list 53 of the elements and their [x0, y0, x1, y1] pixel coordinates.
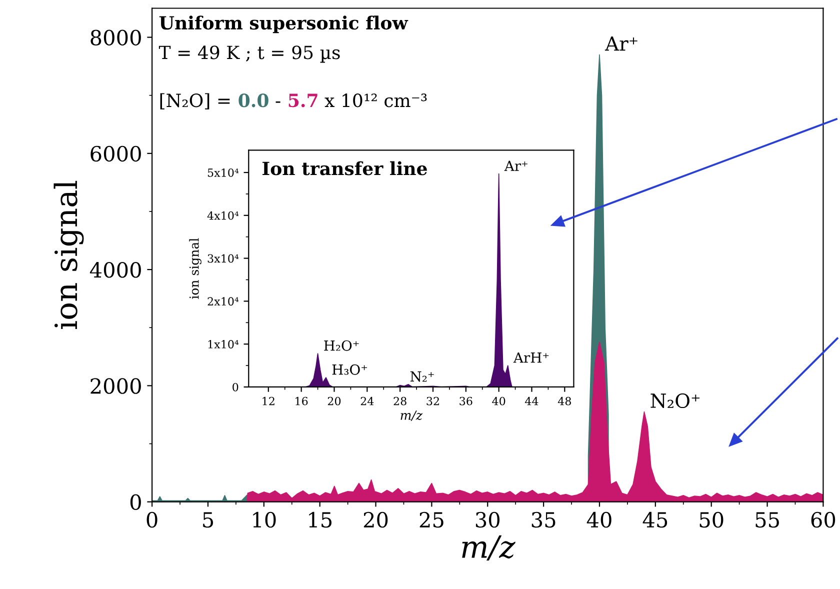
- x-tick-label: 24: [360, 396, 374, 406]
- y-tick-label: 8000: [90, 30, 141, 46]
- x-tick-label: 50: [700, 512, 724, 528]
- x-tick-label: 10: [253, 512, 276, 528]
- x-tick-label: 16: [296, 396, 308, 406]
- x-tick-label: 40: [492, 396, 506, 406]
- x-tick-label: 35: [532, 512, 556, 528]
- annotation: Ar⁺: [504, 160, 528, 171]
- x-tick-label: 60: [811, 512, 836, 528]
- x-tick-label: 20: [328, 396, 341, 406]
- text: 0.0: [238, 94, 268, 108]
- text: T = 49 K ; t = 95 µs: [158, 46, 340, 63]
- y-tick-label: 6000: [90, 146, 141, 162]
- annotation: N₂O⁺: [650, 393, 700, 408]
- x-tick-label: 25: [420, 512, 444, 528]
- chart-title: Uniform supersonic flow: [159, 16, 408, 34]
- x-tick-label: 5: [203, 512, 213, 528]
- y-tick-label: 1x10⁴: [208, 340, 239, 348]
- annotation: x 10¹² cm⁻³: [324, 94, 427, 108]
- x-axis-title: m/z: [400, 410, 423, 421]
- text: Ion transfer line: [262, 161, 427, 176]
- x-tick-label: 12: [262, 396, 274, 406]
- x-tick-label: 40: [586, 512, 612, 528]
- x-tick-label: 30: [476, 512, 500, 528]
- text: 5.7: [288, 94, 318, 108]
- annotation: -: [276, 101, 280, 103]
- y-tick-label: 2000: [90, 378, 141, 394]
- y-axis-title: ion signal: [54, 180, 84, 330]
- y-tick-label: 2x10⁴: [208, 297, 239, 306]
- y-tick-label: 5x10⁴: [208, 168, 239, 177]
- annotation: N₂⁺: [410, 371, 434, 382]
- x-tick-label: 28: [394, 396, 406, 406]
- x-tick-label: 48: [558, 396, 571, 406]
- annotation: ArH⁺: [513, 352, 549, 363]
- x-axis-title: m/z: [462, 535, 516, 561]
- x-tick-label: 55: [756, 512, 779, 528]
- x-tick-label: 15: [309, 512, 332, 528]
- annotation: H₂O⁺: [324, 340, 359, 351]
- x-tick-label: 45: [642, 512, 668, 528]
- y-tick-label: 4000: [90, 262, 141, 278]
- x-tick-label: 20: [364, 512, 388, 528]
- x-tick-label: 32: [426, 396, 439, 406]
- y-tick-label: 0: [232, 382, 238, 392]
- x-tick-label: 44: [525, 396, 538, 406]
- y-tick-label: 0: [130, 494, 141, 510]
- y-tick-label: 4x10⁴: [207, 211, 239, 220]
- x-tick-label: 0: [146, 512, 158, 528]
- y-axis-title: ion signal: [189, 238, 202, 299]
- annotation: [N₂O] =: [160, 93, 230, 110]
- y-tick-label: 3x10⁴: [208, 254, 239, 263]
- annotation: Ar⁺: [604, 36, 638, 51]
- x-tick-label: 36: [460, 396, 472, 406]
- annotation: H₃O⁺: [332, 364, 368, 375]
